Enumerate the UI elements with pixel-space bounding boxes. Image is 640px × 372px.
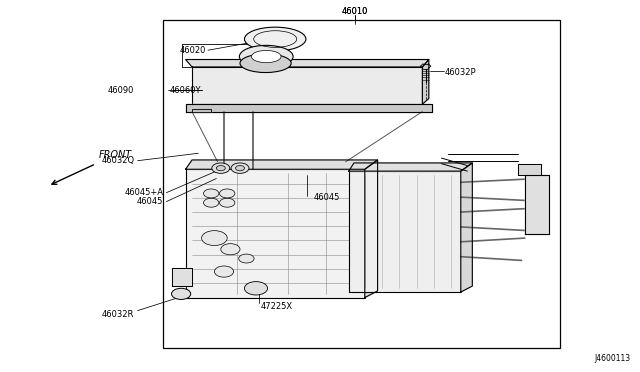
Polygon shape xyxy=(186,160,378,169)
Polygon shape xyxy=(525,175,549,234)
Circle shape xyxy=(220,198,235,207)
Circle shape xyxy=(231,163,249,173)
Text: 46010: 46010 xyxy=(342,7,369,16)
Polygon shape xyxy=(349,163,472,171)
Circle shape xyxy=(204,198,219,207)
Bar xyxy=(163,20,560,348)
Circle shape xyxy=(204,189,219,198)
Polygon shape xyxy=(461,163,472,292)
Text: 46010: 46010 xyxy=(342,7,369,16)
Circle shape xyxy=(236,166,244,171)
Circle shape xyxy=(202,231,227,246)
Polygon shape xyxy=(192,109,211,112)
Text: 46045: 46045 xyxy=(137,197,163,206)
Text: 46020: 46020 xyxy=(180,46,206,55)
Bar xyxy=(192,67,422,104)
Text: 46060Y: 46060Y xyxy=(170,86,201,94)
Circle shape xyxy=(220,189,235,198)
Text: 46032R: 46032R xyxy=(102,310,134,319)
Polygon shape xyxy=(172,268,192,286)
Ellipse shape xyxy=(244,27,306,51)
Circle shape xyxy=(172,288,191,299)
Text: J4600113: J4600113 xyxy=(595,355,630,363)
Ellipse shape xyxy=(252,51,281,62)
Circle shape xyxy=(239,254,254,263)
Circle shape xyxy=(212,163,230,173)
Text: 46032P: 46032P xyxy=(445,68,476,77)
Polygon shape xyxy=(186,60,429,67)
Ellipse shape xyxy=(240,54,291,73)
Text: FRONT: FRONT xyxy=(99,150,132,160)
Circle shape xyxy=(244,282,268,295)
Text: 47225X: 47225X xyxy=(261,302,293,311)
Circle shape xyxy=(221,244,240,255)
Text: 46045: 46045 xyxy=(314,193,340,202)
Text: 46045+A: 46045+A xyxy=(124,188,163,197)
Text: 46032Q: 46032Q xyxy=(101,156,134,165)
Text: 46090: 46090 xyxy=(108,86,134,94)
Ellipse shape xyxy=(239,45,293,68)
Bar xyxy=(186,169,365,298)
Polygon shape xyxy=(422,60,429,104)
Polygon shape xyxy=(518,164,541,175)
Bar xyxy=(349,171,461,292)
Circle shape xyxy=(214,266,234,277)
Polygon shape xyxy=(365,160,378,298)
Polygon shape xyxy=(186,104,432,112)
Circle shape xyxy=(216,166,225,171)
